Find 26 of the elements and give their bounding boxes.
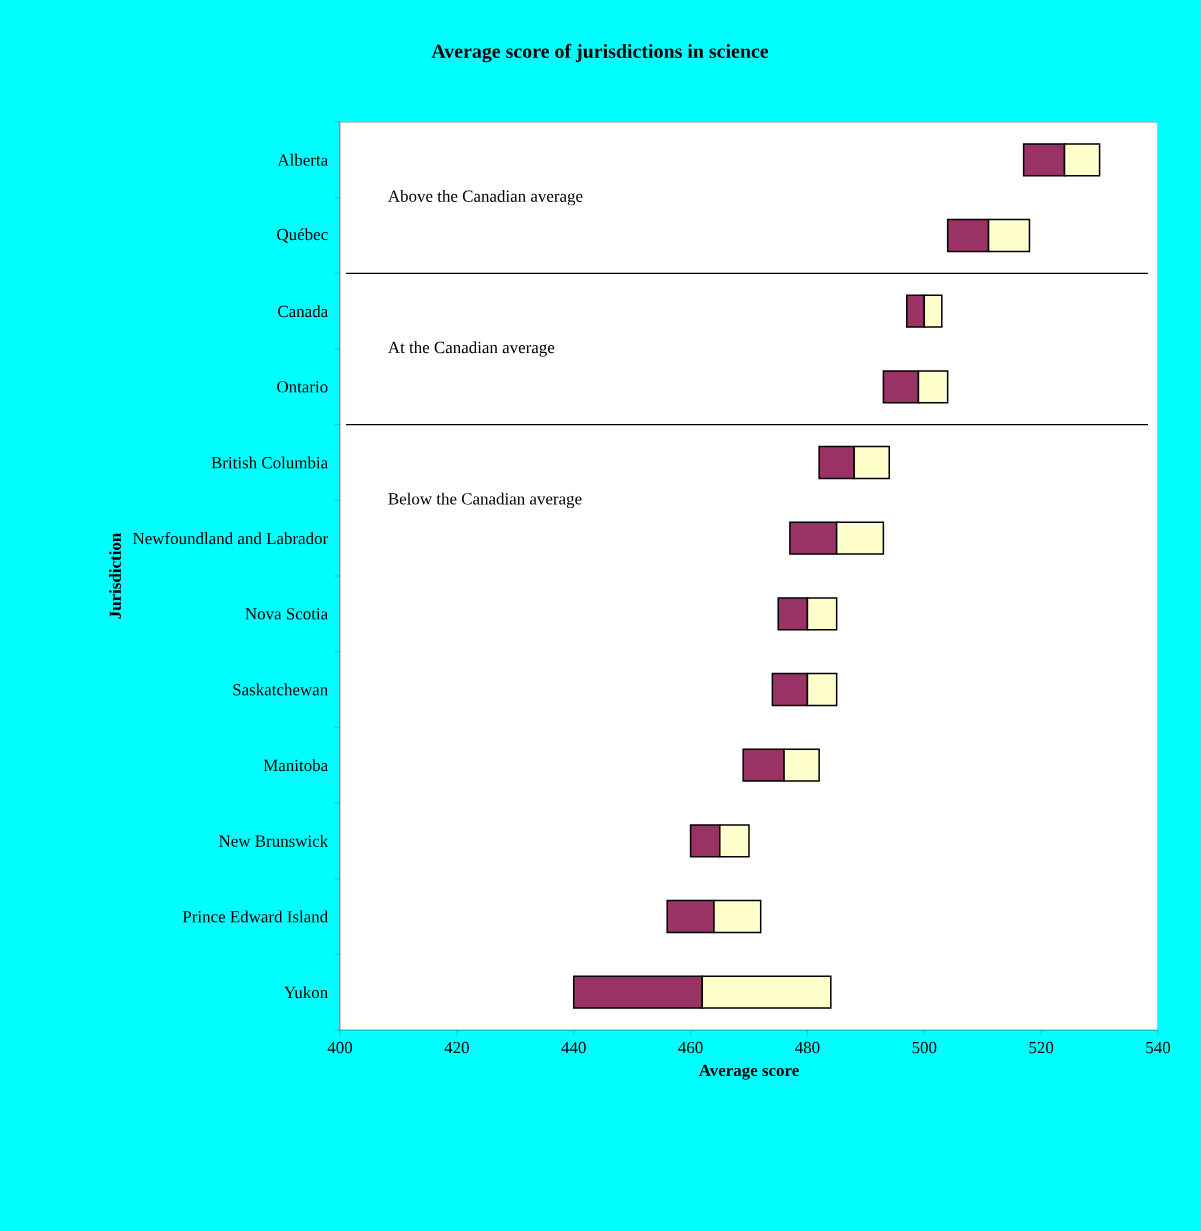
y-tick-label: Manitoba	[263, 759, 328, 772]
annotation: At the Canadian average	[388, 341, 555, 357]
y-tick-label: New Brunswick	[219, 834, 329, 847]
y-tick-label: Nova Scotia	[245, 608, 328, 620]
y-tick-label: British Columbia	[211, 456, 328, 469]
x-tick-label: 500	[912, 1041, 937, 1054]
x-tick-label: 520	[1029, 1041, 1054, 1054]
x-tick-label: 480	[795, 1041, 820, 1054]
annotation: Above the Canadian average	[388, 189, 583, 206]
x-tick-label: 440	[561, 1041, 586, 1054]
y-tick-label: Ontario	[277, 381, 328, 393]
y-axis-title: Jurisdiction	[109, 532, 122, 619]
x-tick-label: 400	[327, 1041, 353, 1054]
chart-title: Average score of jurisdictions in science	[431, 43, 769, 63]
x-tick-label: 460	[678, 1041, 703, 1054]
x-axis-title: Average score	[698, 1064, 799, 1080]
y-tick-label: Yukon	[284, 986, 328, 999]
y-tick-label: Prince Edward Island	[182, 910, 328, 923]
y-tick-label: Québec	[277, 228, 328, 243]
y-tick-label: Saskatchewan	[233, 683, 328, 696]
x-tick-label: 420	[444, 1041, 469, 1054]
y-tick-label: Canada	[278, 305, 328, 318]
y-tick-label: Alberta	[277, 153, 328, 166]
y-tick-label: Newfoundland and Labrador	[133, 532, 329, 545]
annotation: Below the Canadian average	[388, 492, 582, 509]
x-tick-label: 540	[1146, 1041, 1171, 1054]
